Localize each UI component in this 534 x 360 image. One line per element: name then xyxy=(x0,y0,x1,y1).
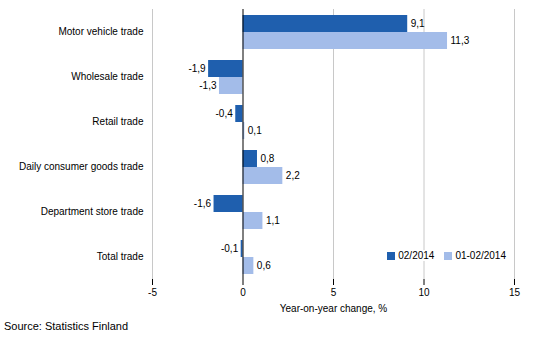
svg-text:Daily consumer goods trade: Daily consumer goods trade xyxy=(19,161,144,172)
svg-text:2,2: 2,2 xyxy=(286,170,300,181)
svg-text:0,6: 0,6 xyxy=(257,260,271,271)
svg-text:-1,9: -1,9 xyxy=(188,63,206,74)
svg-text:0,1: 0,1 xyxy=(248,125,262,136)
html-text:Source: Statistics Finland: Source: Statistics Finland xyxy=(4,320,129,332)
svg-text:Motor vehicle trade: Motor vehicle trade xyxy=(58,26,143,37)
svg-text:Wholesale trade: Wholesale trade xyxy=(71,71,144,82)
svg-text:0: 0 xyxy=(240,287,246,298)
svg-text:-1,6: -1,6 xyxy=(194,198,212,209)
svg-text:-1,3: -1,3 xyxy=(199,80,217,91)
html-text:01-02/2014: 01-02/2014 xyxy=(455,250,506,261)
svg-text:1,1: 1,1 xyxy=(266,215,280,226)
svg-text:10: 10 xyxy=(418,287,430,298)
svg-text:Retail trade: Retail trade xyxy=(92,116,144,127)
html-text:02/2014: 02/2014 xyxy=(398,250,435,261)
svg-text:15: 15 xyxy=(509,287,521,298)
svg-text:Total trade: Total trade xyxy=(97,251,144,262)
svg-text:-0,4: -0,4 xyxy=(216,108,234,119)
svg-text:Year-on-year change, %: Year-on-year change, % xyxy=(280,303,388,314)
svg-text:5: 5 xyxy=(331,287,337,298)
svg-text:Department store trade: Department store trade xyxy=(41,206,144,217)
svg-text:-5: -5 xyxy=(148,287,157,298)
svg-text:11,3: 11,3 xyxy=(451,35,470,46)
svg-text:9,1: 9,1 xyxy=(411,18,425,29)
svg-text:0,8: 0,8 xyxy=(260,153,274,164)
svg-text:-0,1: -0,1 xyxy=(221,243,239,254)
